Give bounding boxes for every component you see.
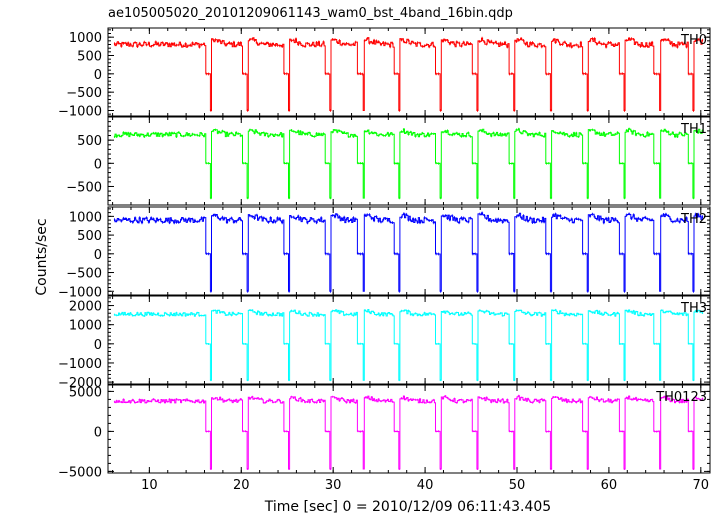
- series-line-th2: [113, 212, 704, 292]
- panel-th0123: −5000 0 5000 TH0123: [58, 384, 711, 480]
- y-tick-label: 500: [77, 229, 102, 244]
- y-tick-label: 0: [94, 157, 102, 172]
- error-bars-th2: [114, 211, 703, 293]
- panel-frame: [107, 27, 711, 117]
- series-line-th3: [113, 309, 704, 381]
- series-label-th3: TH3: [680, 301, 707, 316]
- y-tick-label: 0: [94, 68, 102, 83]
- panel-th0: −1000 −500 0 500 1000 TH0: [58, 27, 711, 120]
- series-line-th0123: [113, 395, 704, 470]
- y-tick-label: 1000: [69, 31, 102, 46]
- y-tick-label: 0: [94, 338, 102, 353]
- series-label-th2: TH2: [680, 212, 707, 227]
- y-tick-label: 5000: [69, 385, 102, 400]
- y-tick-label: 500: [77, 50, 102, 65]
- error-bars-th0123: [114, 394, 703, 470]
- x-tick-label: 40: [417, 478, 434, 493]
- y-tick-label: 0: [94, 425, 102, 440]
- error-bars-th1: [114, 127, 703, 200]
- y-tick-label: 1000: [69, 319, 102, 334]
- y-tick-label: −500: [66, 180, 102, 195]
- y-tick-label: 500: [77, 134, 102, 149]
- y-tick-label: −2000: [58, 376, 102, 391]
- y-axis-title: Counts/sec: [34, 218, 50, 295]
- panel-frame: [107, 206, 711, 296]
- panel-frame: [107, 384, 711, 474]
- panel-frame: [107, 116, 711, 206]
- series-label-th0: TH0: [680, 33, 707, 48]
- y-tick-label: −1000: [58, 105, 102, 120]
- series-line-th1: [113, 128, 704, 199]
- y-tick-label: 2000: [69, 300, 102, 315]
- y-tick-label: −5000: [58, 465, 102, 480]
- y-tick-label: −1000: [58, 285, 102, 300]
- x-tick-label: 50: [509, 478, 526, 493]
- y-tick-label: 1000: [69, 210, 102, 225]
- error-bars-th3: [114, 308, 703, 382]
- x-tick-label: 60: [601, 478, 618, 493]
- x-tick-label: 20: [233, 478, 250, 493]
- x-tick-label: 10: [141, 478, 158, 493]
- panel-th2: −1000 −500 0 500 1000 TH2: [58, 206, 711, 300]
- series-label-th1: TH1: [680, 122, 707, 137]
- chart-title: ae105005020_20101209061143_wam0_bst_4ban…: [108, 6, 513, 21]
- x-tick-label: 30: [325, 478, 342, 493]
- series-label-th0123: TH0123: [655, 390, 707, 405]
- y-tick-label: −500: [66, 267, 102, 282]
- y-tick-label: −1000: [58, 357, 102, 372]
- panel-th3: −2000 −1000 0 1000 2000 TH3: [58, 295, 711, 391]
- series-line-th0: [113, 37, 704, 111]
- panel-th1: −500 0 500 TH1: [66, 116, 711, 206]
- y-tick-label: 0: [94, 248, 102, 263]
- x-tick-label: 70: [693, 478, 710, 493]
- x-axis-title: Time [sec] 0 = 2010/12/09 06:11:43.405: [264, 499, 551, 515]
- y-tick-label: −500: [66, 86, 102, 101]
- error-bars-th0: [114, 36, 703, 112]
